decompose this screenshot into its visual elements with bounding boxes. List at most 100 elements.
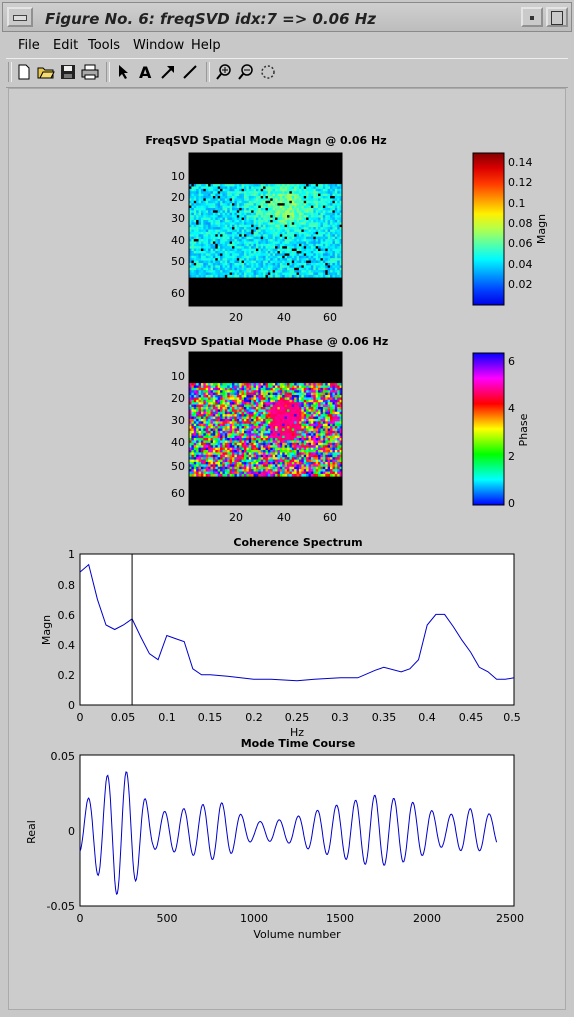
phase-ytick: 10 xyxy=(171,370,185,383)
insert-text-icon[interactable]: A xyxy=(135,61,155,83)
coherence-ylabel: Magn xyxy=(40,615,53,645)
maximize-icon xyxy=(551,11,563,25)
zoom-in-icon[interactable] xyxy=(214,61,234,83)
coherence-xtick: 0.35 xyxy=(372,711,397,724)
timecourse-xtick: 1000 xyxy=(240,912,268,925)
phase-xtick: 40 xyxy=(277,511,291,524)
timecourse-xtick: 1500 xyxy=(326,912,354,925)
phase-ytick: 30 xyxy=(171,414,185,427)
map-cells xyxy=(189,184,343,278)
svg-text:A: A xyxy=(139,64,152,80)
magn-cbar-tick: 0.06 xyxy=(508,237,533,250)
coherence-xtick: 0.15 xyxy=(198,711,223,724)
print-icon[interactable] xyxy=(80,61,100,83)
phase-xtick: 20 xyxy=(229,511,243,524)
coherence-plot-area xyxy=(79,554,515,705)
toolbar-separator xyxy=(106,62,110,82)
menu-window[interactable]: Window xyxy=(133,38,185,53)
magn-colorbar[interactable] xyxy=(472,152,505,306)
toolbar-grip xyxy=(8,62,12,82)
magn-map-xticks: 20 40 60 xyxy=(229,311,337,324)
timecourse-xticks: 0 500 1000 1500 2000 2500 xyxy=(77,912,525,925)
timecourse-xlabel: Volume number xyxy=(253,928,341,941)
magn-colorbar-label: Magn xyxy=(535,214,548,244)
coherence-ytick: 0 xyxy=(68,699,75,712)
window-title: Figure No. 6: freqSVD idx:7 => 0.06 Hz xyxy=(45,10,377,28)
magn-cbar-tick: 0.08 xyxy=(508,217,533,230)
coherence-xlabel: Hz xyxy=(290,726,304,739)
phase-colorbar-label: Phase xyxy=(517,413,530,446)
toolbar-separator xyxy=(206,62,210,82)
coherence-title: Coherence Spectrum xyxy=(233,536,362,549)
maximize-button[interactable] xyxy=(546,7,568,27)
coherence-series-line xyxy=(79,563,515,682)
coherence-ytick: 0.2 xyxy=(58,669,76,682)
title-bar[interactable]: Figure No. 6: freqSVD idx:7 => 0.06 Hz xyxy=(2,2,572,32)
timecourse-ytick: -0.05 xyxy=(47,900,75,913)
magn-ytick: 40 xyxy=(171,234,185,247)
magn-xtick: 40 xyxy=(277,311,291,324)
coherence-xtick: 0.3 xyxy=(331,711,349,724)
minimize-button[interactable] xyxy=(521,7,543,27)
menu-tools[interactable]: Tools xyxy=(88,38,121,53)
magn-ytick: 60 xyxy=(171,287,185,300)
magn-cbar-tick: 0.14 xyxy=(508,156,533,169)
rotate-icon[interactable] xyxy=(258,61,278,83)
coherence-ytick: 0.4 xyxy=(58,639,76,652)
timecourse-xtick: 2000 xyxy=(413,912,441,925)
select-arrow-icon[interactable] xyxy=(114,61,134,83)
magn-cbar-tick: 0.12 xyxy=(508,176,533,189)
coherence-xtick: 0.05 xyxy=(111,711,136,724)
map-cells xyxy=(189,383,343,477)
new-document-icon[interactable] xyxy=(14,61,34,83)
menu-edit[interactable]: Edit xyxy=(53,38,79,53)
coherence-ytick: 0.8 xyxy=(58,579,76,592)
coherence-xtick: 0 xyxy=(77,711,84,724)
map-frame xyxy=(188,152,343,307)
phase-map-axes[interactable] xyxy=(188,351,343,506)
minimize-icon xyxy=(530,16,534,20)
phase-xtick: 60 xyxy=(323,511,337,524)
coherence-axes[interactable] xyxy=(79,553,515,706)
timecourse-yticks: 0.05 0 -0.05 xyxy=(47,750,75,913)
coherence-xticks: 0 0.05 0.1 0.15 0.2 0.25 0.3 0.35 0.4 0.… xyxy=(77,711,521,724)
magn-map-yticks: 10 20 30 40 50 60 xyxy=(171,170,185,300)
coherence-xtick: 0.2 xyxy=(245,711,263,724)
magn-cbar-tick: 0.02 xyxy=(508,278,533,291)
timecourse-xtick: 0 xyxy=(77,912,84,925)
open-folder-icon[interactable] xyxy=(36,61,56,83)
timecourse-plot-area xyxy=(79,771,498,895)
timecourse-title: Mode Time Course xyxy=(241,737,356,750)
phase-ytick: 50 xyxy=(171,460,185,473)
timecourse-ylabel: Real xyxy=(25,820,38,844)
menu-file[interactable]: File xyxy=(18,38,40,53)
magn-xtick: 60 xyxy=(323,311,337,324)
window-menu-button[interactable] xyxy=(7,7,33,27)
phase-ytick: 40 xyxy=(171,436,185,449)
zoom-out-icon[interactable] xyxy=(236,61,256,83)
coherence-xtick: 0.25 xyxy=(285,711,310,724)
timecourse-ytick: 0 xyxy=(68,825,75,838)
magn-map-axes[interactable] xyxy=(188,152,343,307)
map-frame xyxy=(188,351,343,506)
phase-colorbar[interactable] xyxy=(472,352,505,506)
insert-arrow-icon[interactable] xyxy=(158,61,178,83)
coherence-ytick: 0.6 xyxy=(58,609,76,622)
magn-ytick: 10 xyxy=(171,170,185,183)
phase-ytick: 20 xyxy=(171,392,185,405)
phase-cbar-tick: 4 xyxy=(508,402,515,415)
phase-map-title: FreqSVD Spatial Mode Phase @ 0.06 Hz xyxy=(144,335,388,348)
timecourse-axes[interactable] xyxy=(79,754,515,907)
window-menu-icon xyxy=(13,15,27,21)
insert-line-icon[interactable] xyxy=(180,61,200,83)
menu-bar: File Edit Tools Window Help xyxy=(4,34,570,56)
save-icon[interactable] xyxy=(58,61,78,83)
timecourse-xtick: 500 xyxy=(157,912,178,925)
menu-help[interactable]: Help xyxy=(191,38,221,53)
phase-map-yticks: 10 20 30 40 50 60 xyxy=(171,370,185,500)
magn-xtick: 20 xyxy=(229,311,243,324)
coherence-xtick: 0.5 xyxy=(503,711,521,724)
phase-cbar-tick: 0 xyxy=(508,497,515,510)
coherence-xtick: 0.4 xyxy=(418,711,436,724)
